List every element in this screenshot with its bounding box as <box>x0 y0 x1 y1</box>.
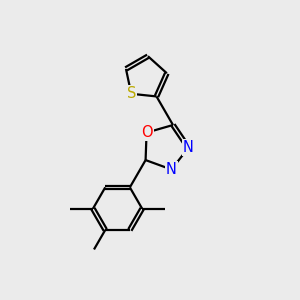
Text: O: O <box>141 125 152 140</box>
Text: S: S <box>127 86 136 101</box>
Text: N: N <box>183 140 194 155</box>
Text: N: N <box>166 162 177 177</box>
